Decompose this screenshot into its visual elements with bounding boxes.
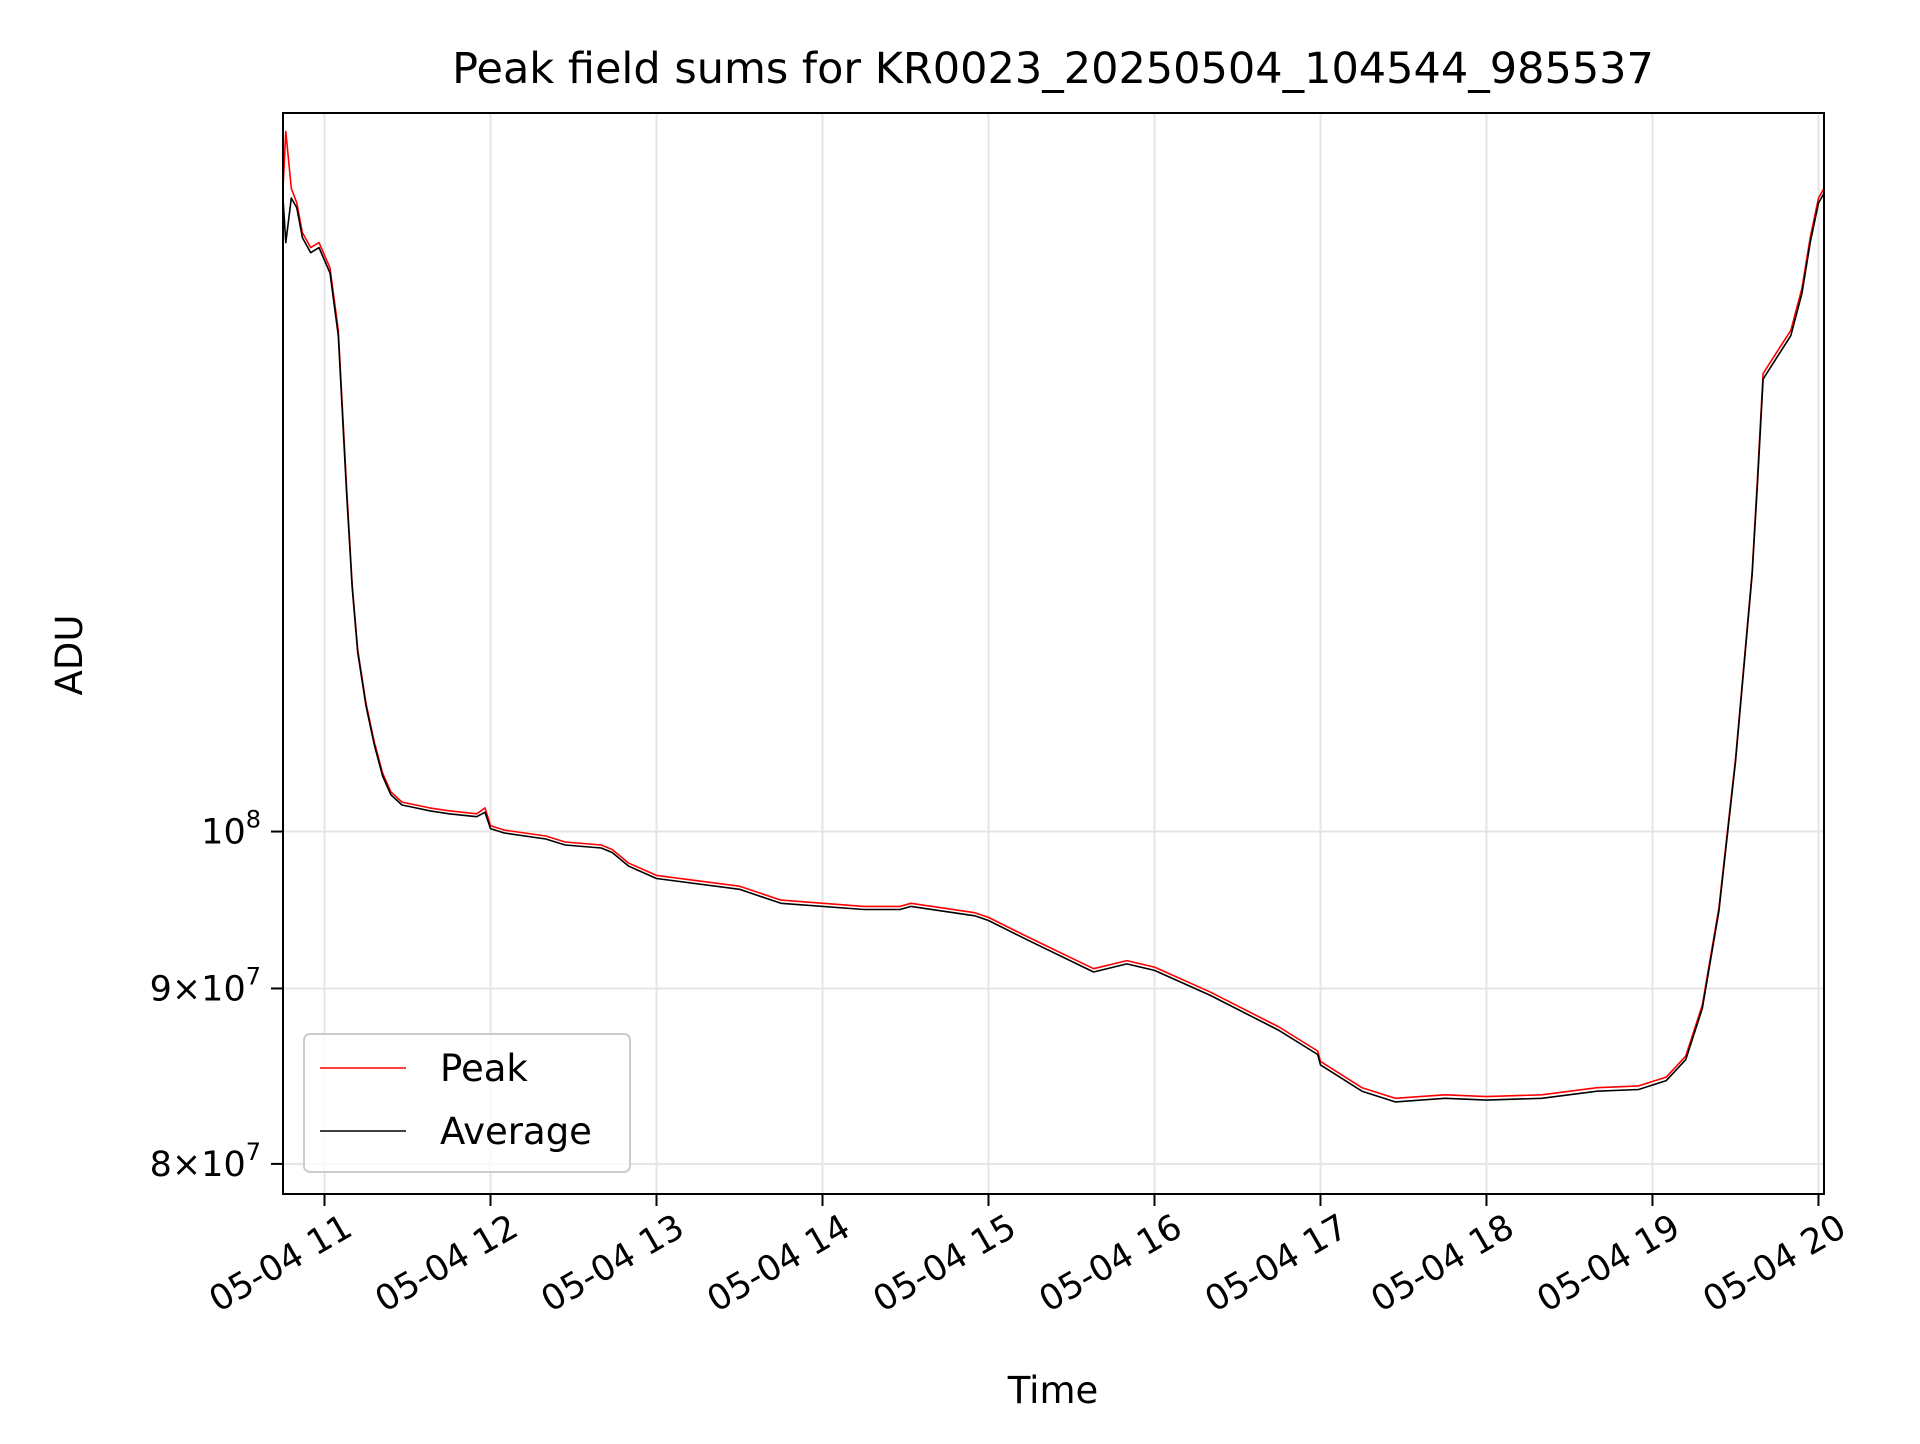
y-tick-label: 8×107	[150, 1138, 261, 1185]
legend: Peak Average	[303, 1033, 631, 1173]
y-axis-label: ADU	[48, 615, 91, 696]
y-axis-ticks: 108 9×107 8×107	[150, 806, 283, 1185]
y-tick-label: 9×107	[150, 962, 261, 1009]
series-lines	[282, 130, 1825, 1103]
plot-area-frame	[282, 112, 1825, 1195]
series-line-average	[282, 192, 1825, 1103]
gridlines	[283, 113, 1824, 1194]
chart-title: Peak field sums for KR0023_20250504_1045…	[452, 44, 1654, 94]
legend-label-peak: Peak	[440, 1047, 528, 1090]
x-axis-label: Time	[1007, 1369, 1099, 1412]
y-tick-label: 108	[201, 806, 261, 853]
legend-label-average: Average	[440, 1110, 592, 1153]
